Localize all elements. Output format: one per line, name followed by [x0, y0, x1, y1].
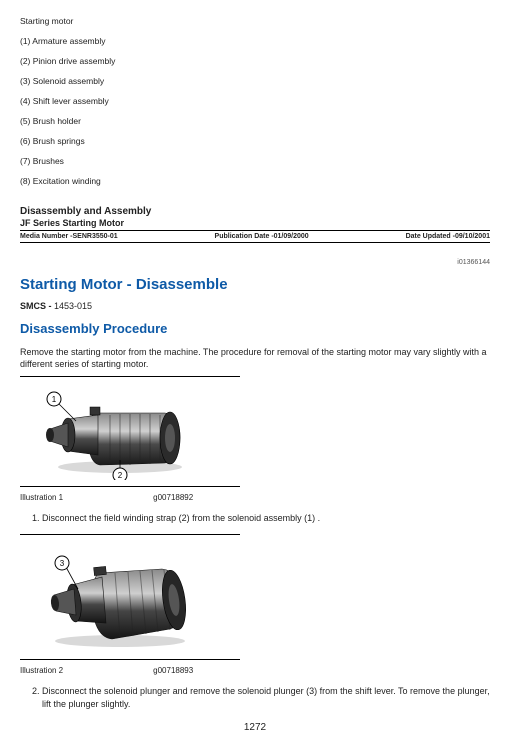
illustration-1-code: g00718892 [153, 493, 193, 502]
illustration-1-label: Illustration 1 [20, 493, 63, 502]
parts-item: (2) Pinion drive assembly [20, 56, 490, 66]
motor-figure-2: 3 [20, 543, 210, 653]
callout-1-label: 1 [52, 395, 57, 404]
smcs-code: SMCS - 1453-015 [20, 301, 490, 311]
procedure-title: Disassembly Procedure [20, 321, 490, 336]
callout-3-label: 3 [60, 559, 65, 568]
publication-date: Publication Date -01/09/2000 [215, 233, 309, 240]
page-number: 1272 [20, 722, 490, 733]
step-2: Disconnect the solenoid plunger and remo… [42, 685, 490, 709]
illustration-1: 1 2 [20, 385, 490, 480]
section-title: Disassembly and Assembly [20, 206, 490, 217]
parts-item: (7) Brushes [20, 156, 490, 166]
section-subtitle: JF Series Starting Motor [20, 218, 490, 228]
date-updated: Date Updated -09/10/2001 [406, 233, 490, 240]
parts-item: (4) Shift lever assembly [20, 96, 490, 106]
intro-text: Remove the starting motor from the machi… [20, 346, 490, 370]
parts-item: (5) Brush holder [20, 116, 490, 126]
step-1: Disconnect the field winding strap (2) f… [42, 512, 490, 524]
parts-item: (8) Excitation winding [20, 176, 490, 186]
parts-title: Starting motor [20, 16, 490, 26]
parts-item: (6) Brush springs [20, 136, 490, 146]
divider [20, 659, 240, 660]
divider [20, 376, 240, 377]
motor-figure-1: 1 2 [20, 385, 210, 480]
page-title: Starting Motor - Disassemble [20, 276, 490, 293]
callout-2-label: 2 [118, 471, 123, 480]
illustration-2: 3 [20, 543, 490, 653]
divider [20, 486, 240, 487]
illustration-2-label: Illustration 2 [20, 666, 63, 675]
smcs-value: 1453-015 [54, 301, 92, 311]
meta-row: Media Number -SENR3550-01 Publication Da… [20, 230, 490, 243]
divider [20, 534, 240, 535]
media-number: Media Number -SENR3550-01 [20, 233, 118, 240]
illustration-2-code: g00718893 [153, 666, 193, 675]
smcs-label: SMCS - [20, 301, 52, 311]
parts-item: (1) Armature assembly [20, 36, 490, 46]
parts-item: (3) Solenoid assembly [20, 76, 490, 86]
document-id: i01366144 [20, 259, 490, 266]
